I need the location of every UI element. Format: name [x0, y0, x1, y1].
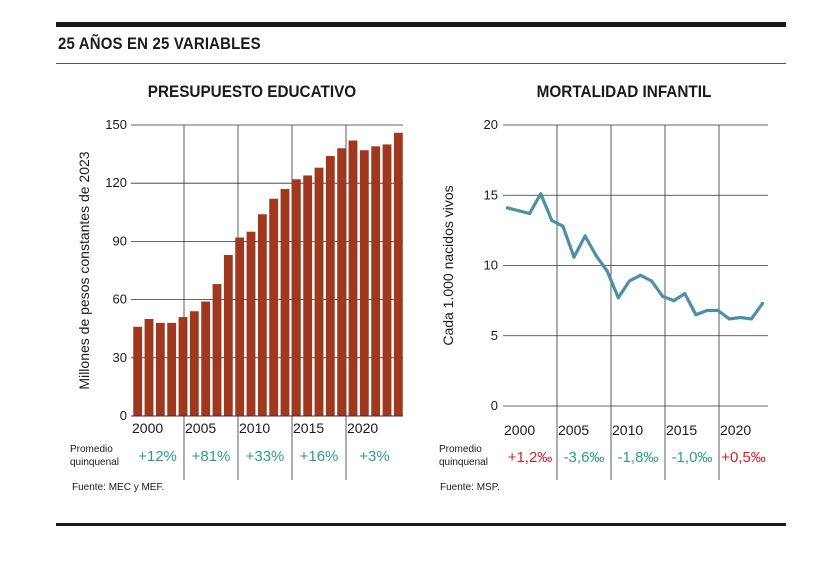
period-change-label: +0,5‰ [721, 449, 766, 466]
y-tick-label: 0 [120, 408, 127, 423]
bar-2000 [133, 326, 143, 416]
row-label-line2: quinquenal [70, 457, 119, 468]
y-tick-label: 0 [491, 398, 498, 413]
data-point-2002 [539, 192, 543, 196]
row-label-line1: Promedio [439, 444, 482, 455]
period-change-label: +1,2‰ [508, 449, 553, 466]
data-point-2007 [594, 254, 598, 258]
data-point-2012 [649, 279, 654, 283]
period-change-label: -1,8‰ [618, 449, 659, 466]
data-point-2004 [561, 224, 565, 228]
header-rule [56, 22, 786, 27]
data-point-2005 [572, 255, 576, 259]
bar-2022 [382, 144, 392, 416]
source-note: Fuente: MSP. [440, 482, 500, 493]
y-tick-label: 20 [484, 117, 498, 132]
bar-2012 [269, 198, 279, 416]
x-tick-label: 2000 [504, 422, 535, 438]
data-point-2009 [616, 296, 620, 300]
period-change-label: +3% [359, 448, 389, 465]
data-point-2022 [760, 301, 765, 306]
row-label-line1: Promedio [70, 444, 113, 455]
bar-2002 [155, 322, 165, 416]
data-point-2018 [716, 308, 720, 313]
x-tick-label: 2000 [132, 420, 163, 436]
data-point-2014 [672, 299, 676, 303]
data-point-2017 [705, 308, 709, 313]
bar-2005 [189, 311, 199, 416]
x-tick-label: 2020 [720, 422, 751, 438]
period-change-label: +81% [192, 448, 231, 465]
x-tick-label: 2005 [558, 422, 589, 438]
y-tick-label: 30 [113, 350, 127, 365]
period-change-label: +12% [138, 448, 177, 465]
x-tick-label: 2005 [185, 420, 216, 436]
bar-2009 [235, 237, 245, 416]
bar-2019 [348, 140, 358, 416]
source-note: Fuente: MEC y MEF. [72, 482, 164, 493]
data-point-2019 [727, 317, 731, 321]
data-point-1999 [505, 206, 510, 210]
footer-rule [56, 523, 786, 526]
period-change-label: +16% [300, 448, 339, 465]
data-point-2008 [605, 269, 609, 273]
data-point-2011 [638, 273, 643, 277]
data-point-2010 [627, 279, 632, 283]
x-tick-label: 2010 [239, 420, 270, 436]
data-point-2015 [683, 292, 687, 296]
bar-2008 [223, 254, 233, 416]
y-axis-label: Cada 1.000 nacidos vivos [440, 185, 456, 345]
bar-2018 [337, 148, 347, 416]
bar-2010 [246, 231, 256, 416]
period-change-label: +33% [246, 448, 285, 465]
period-change-label: -3,6‰ [564, 449, 605, 466]
bar-2023 [393, 132, 403, 416]
data-point-2013 [661, 294, 665, 299]
bar-2001 [144, 319, 154, 416]
y-tick-label: 60 [113, 292, 127, 307]
y-tick-label: 150 [105, 117, 127, 132]
chart-title: MORTALIDAD INFANTIL [537, 82, 712, 101]
bar-2015 [303, 175, 313, 416]
header-divider [56, 63, 786, 64]
bar-2020 [359, 150, 369, 416]
data-point-2001 [528, 211, 532, 216]
bar-2011 [257, 214, 267, 416]
bar-2016 [314, 167, 324, 416]
bar-2021 [371, 146, 381, 416]
y-axis-label: Millones de pesos constantes de 2023 [76, 151, 92, 389]
x-tick-label: 2015 [666, 422, 697, 438]
page-title: 25 AÑOS EN 25 VARIABLES [58, 34, 261, 53]
y-tick-label: 15 [484, 187, 498, 202]
chart-title: PRESUPUESTO EDUCATIVO [148, 82, 356, 101]
bar-2004 [178, 317, 188, 416]
bar-2003 [167, 322, 177, 416]
x-tick-label: 2020 [347, 420, 378, 436]
y-tick-label: 120 [105, 175, 127, 190]
data-point-2003 [550, 218, 554, 223]
y-tick-label: 10 [484, 258, 498, 273]
y-tick-label: 5 [491, 328, 498, 343]
bar-2017 [325, 156, 335, 417]
data-point-2006 [583, 234, 587, 238]
period-change-label: -1,0‰ [672, 449, 713, 466]
data-point-2016 [694, 313, 698, 317]
bar-2007 [212, 284, 222, 416]
series-line [505, 192, 765, 321]
y-tick-label: 90 [113, 233, 127, 248]
bar-2014 [291, 179, 301, 416]
data-point-2000 [516, 209, 521, 213]
bar-2013 [280, 189, 290, 416]
data-point-2021 [749, 317, 753, 321]
data-point-2020 [738, 315, 742, 320]
x-tick-label: 2015 [293, 420, 324, 436]
row-label-line2: quinquenal [439, 457, 488, 468]
bar-2006 [201, 301, 211, 416]
x-tick-label: 2010 [612, 422, 643, 438]
